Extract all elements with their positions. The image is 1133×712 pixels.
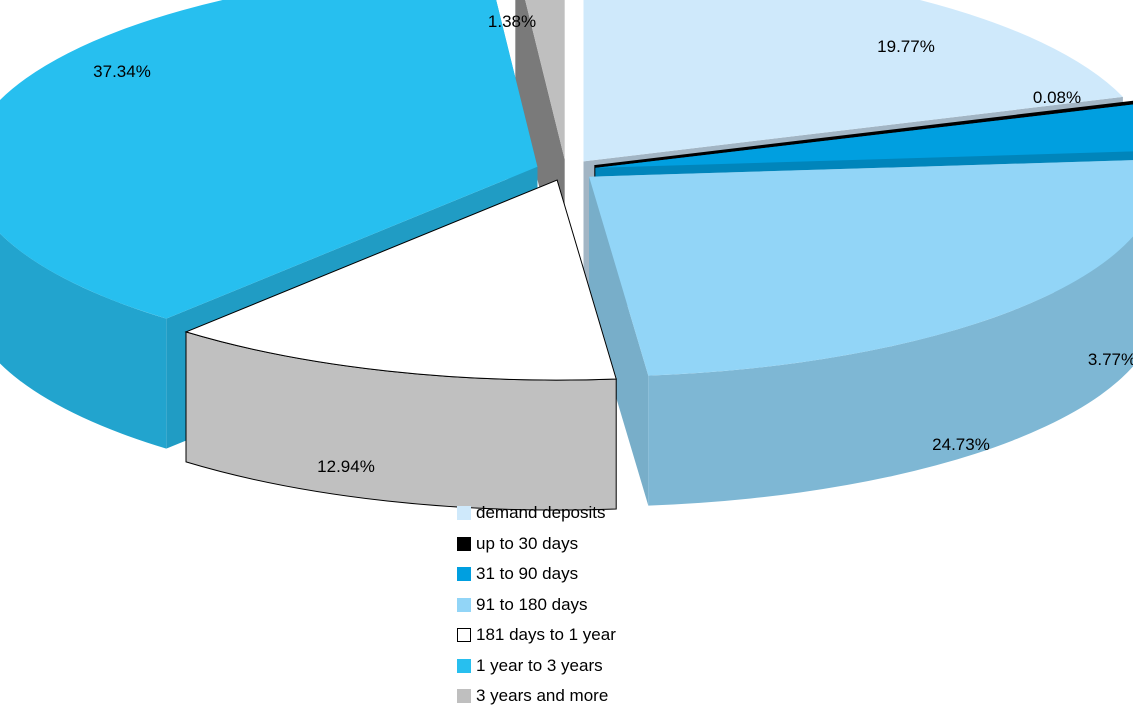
legend-item-demand-deposits: demand deposits bbox=[457, 498, 616, 529]
legend-swatch bbox=[457, 597, 471, 612]
data-label-up-to-30-days: 0.08% bbox=[1033, 88, 1081, 107]
pie-slices bbox=[0, 0, 1133, 511]
slice-top-demand-deposits bbox=[583, 0, 1123, 162]
legend-label: up to 30 days bbox=[476, 533, 579, 553]
legend-swatch bbox=[457, 658, 471, 673]
legend-label: 31 to 90 days bbox=[476, 564, 579, 584]
data-label-91-to-180-days: 24.73% bbox=[932, 435, 990, 454]
legend-swatch bbox=[457, 628, 471, 643]
slice-top-up-to-30-days bbox=[594, 100, 1133, 169]
legend-item-181-days-to-1-year: 181 days to 1 year bbox=[457, 620, 616, 651]
legend: demand deposits up to 30 days 31 to 90 day… bbox=[457, 498, 616, 712]
legend-item-1-year-to-3-years: 1 year to 3 years bbox=[457, 651, 616, 682]
legend-item-31-to-90-days: 31 to 90 days bbox=[457, 559, 616, 590]
legend-swatch bbox=[457, 536, 471, 551]
legend-swatch bbox=[457, 567, 471, 582]
data-label-181-days-to-1-year: 12.94% bbox=[317, 457, 375, 476]
legend-label: demand deposits bbox=[476, 503, 606, 523]
legend-label: 181 days to 1 year bbox=[476, 625, 616, 645]
slice-top-3-years-and-more bbox=[525, 0, 565, 160]
data-label-31-to-90-days: 3.77% bbox=[1088, 350, 1133, 369]
data-label-demand-deposits: 19.77% bbox=[877, 37, 935, 56]
slice-top-31-to-90-days bbox=[595, 104, 1133, 168]
pie-data-labels: 19.77% 0.08% 3.77% 24.73% 12.94% 37.34% 1.38% bbox=[93, 12, 1133, 476]
legend-label: 1 year to 3 years bbox=[476, 655, 603, 675]
legend-item-91-to-180-days: 91 to 180 days bbox=[457, 590, 616, 621]
pie-slice-181-days-to-1-year bbox=[184, 179, 617, 511]
legend-swatch bbox=[457, 689, 471, 704]
pie-slice-91-to-180-days bbox=[589, 160, 1133, 506]
data-label-1-year-to-3-years: 37.34% bbox=[93, 62, 151, 81]
legend-label: 3 years and more bbox=[476, 686, 609, 706]
legend-swatch bbox=[457, 506, 471, 521]
slice-side-91-to-180-days bbox=[648, 236, 1133, 506]
legend-item-3-years-and-more: 3 years and more bbox=[457, 681, 616, 712]
slice-side-1-year-to-3-years bbox=[0, 233, 167, 449]
data-label-3-years-and-more: 1.38% bbox=[488, 12, 536, 31]
slice-top-1-year-to-3-years bbox=[0, 0, 538, 319]
slice-top-181-days-to-1-year bbox=[184, 179, 617, 381]
slice-top-91-to-180-days bbox=[589, 160, 1133, 376]
slice-wall-91-to-180-days-1 bbox=[589, 176, 649, 506]
legend-label: 91 to 180 days bbox=[476, 594, 588, 614]
legend-item-up-to-30-days: up to 30 days bbox=[457, 529, 616, 560]
